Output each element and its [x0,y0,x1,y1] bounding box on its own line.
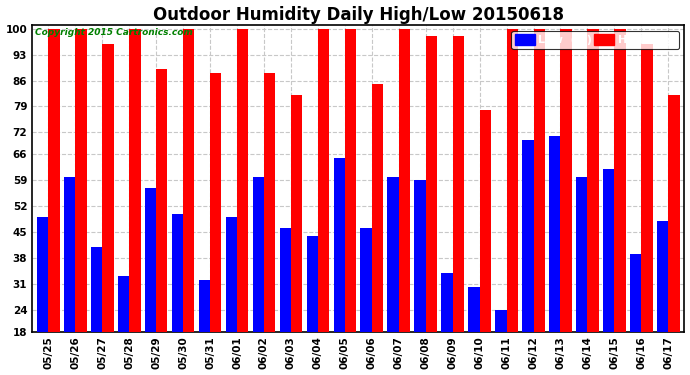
Bar [118,276,129,332]
Bar [210,73,221,332]
Bar [603,169,614,332]
Bar [372,84,383,332]
Bar [657,221,669,332]
Bar [183,29,195,332]
Bar [199,280,210,332]
Bar [129,29,141,332]
Bar [318,29,329,332]
Bar [560,29,572,332]
Bar [237,29,248,332]
Bar [614,29,626,332]
Bar [156,69,168,332]
Bar [641,44,653,332]
Bar [172,213,183,332]
Bar [48,29,59,332]
Bar [264,73,275,332]
Bar [415,180,426,332]
Bar [253,177,264,332]
Bar [291,95,302,332]
Bar [333,158,345,332]
Bar [75,29,87,332]
Bar [469,287,480,332]
Bar [345,29,356,332]
Bar [387,177,399,332]
Bar [480,110,491,332]
Bar [360,228,372,332]
Bar [522,140,533,332]
Bar [91,247,102,332]
Bar [102,44,114,332]
Bar [495,309,506,332]
Bar [426,36,437,332]
Title: Outdoor Humidity Daily High/Low 20150618: Outdoor Humidity Daily High/Low 20150618 [152,6,564,24]
Bar [669,95,680,332]
Bar [630,254,641,332]
Bar [226,217,237,332]
Bar [576,177,587,332]
Bar [453,36,464,332]
Bar [533,29,545,332]
Bar [506,29,518,332]
Text: Copyright 2015 Cartronics.com: Copyright 2015 Cartronics.com [35,28,193,37]
Bar [587,29,599,332]
Bar [145,188,156,332]
Bar [37,217,48,332]
Bar [549,136,560,332]
Legend: Low  (%), High  (%): Low (%), High (%) [511,31,679,49]
Bar [64,177,75,332]
Bar [399,29,410,332]
Bar [306,236,318,332]
Bar [442,273,453,332]
Bar [279,228,291,332]
